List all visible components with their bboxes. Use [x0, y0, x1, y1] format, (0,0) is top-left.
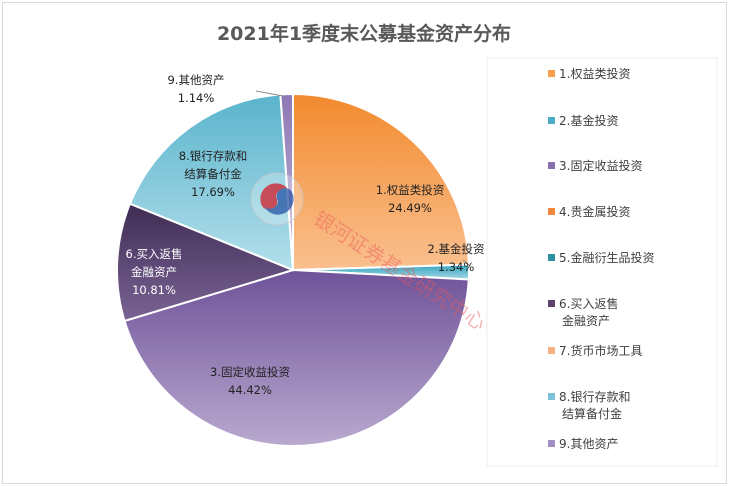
slice-9-data-label: 9.其他资产 1.14%	[168, 73, 225, 105]
slice-3-data-label: 3.固定收益投资 44.42%	[210, 365, 290, 397]
leader-lines	[255, 90, 471, 267]
slice-9	[279, 92, 294, 271]
legend-entry-9-swatch	[548, 440, 555, 447]
legend-entry-8-swatch	[548, 393, 555, 400]
legend-entry-4-swatch	[548, 208, 555, 215]
legend-entry-8-label: 8.银行存款和结算备付金	[559, 390, 630, 421]
legend-entry-3-label: 3.固定收益投资	[559, 158, 642, 173]
slice-3	[123, 268, 470, 447]
legend-entry-2-swatch	[548, 117, 555, 124]
slice-6-data-label: 6.买入返售金融资产 10.81%	[126, 247, 183, 297]
slice-8	[128, 93, 295, 272]
legend-entry-1: 1.权益类投资	[548, 66, 630, 81]
slice-6	[116, 202, 296, 323]
legend-entry-4: 4.贵金属投资	[548, 204, 630, 219]
legend-entry-6-swatch	[548, 300, 555, 307]
legend-entry-2-label: 2.基金投资	[559, 113, 618, 128]
legend-entry-1-label: 1.权益类投资	[559, 66, 630, 81]
legend-entry-4-label: 4.贵金属投资	[559, 204, 630, 219]
legend-entry-3: 3.固定收益投资	[548, 158, 642, 173]
slice-2-leader-line	[462, 259, 471, 267]
legend-entry-1-swatch	[548, 70, 555, 77]
legend-entry-5: 5.金融衍生品投资	[548, 250, 654, 265]
slice-9-leader-line	[255, 90, 284, 97]
legend-entry-2: 2.基金投资	[548, 113, 618, 128]
data-labels: 1.权益类投资 24.49% 2.基金投资 1.34% 3.固定收益投资 44.42% 6.…	[126, 73, 485, 397]
legend-entry-8: 8.银行存款和结算备付金	[548, 390, 630, 421]
legend-entry-5-swatch	[548, 254, 555, 261]
legend-entry-7: 7.货币市场工具	[548, 343, 642, 358]
legend-entry-6-label: 6.买入返售金融资产	[559, 296, 618, 328]
legend-entry-7-swatch	[548, 347, 555, 354]
slice-8-data-label: 8.银行存款和结算备付金 17.69%	[179, 149, 247, 199]
legend-entry-7-label: 7.货币市场工具	[559, 343, 642, 358]
legend: 1.权益类投资 2.基金投资 3.固定收益投资 4.贵金属投资 5.金融衍生品投资 6.买…	[548, 66, 654, 451]
legend-entry-3-swatch	[548, 162, 555, 169]
legend-entry-9-label: 9.其他资产	[559, 437, 618, 451]
pie-slices	[116, 92, 470, 447]
chart-title: 2021年1季度末公募基金资产分布	[217, 22, 511, 45]
legend-panel	[486, 57, 718, 467]
slice-1	[292, 92, 470, 272]
legend-entry-6: 6.买入返售金融资产	[548, 296, 618, 328]
slice-1-data-label: 1.权益类投资 24.49%	[376, 183, 444, 215]
legend-entry-9: 9.其他资产	[548, 437, 618, 451]
legend-entry-5-label: 5.金融衍生品投资	[559, 250, 654, 265]
watermark-logo	[250, 172, 304, 226]
slice-2-data-label: 2.基金投资 1.34%	[428, 242, 485, 274]
